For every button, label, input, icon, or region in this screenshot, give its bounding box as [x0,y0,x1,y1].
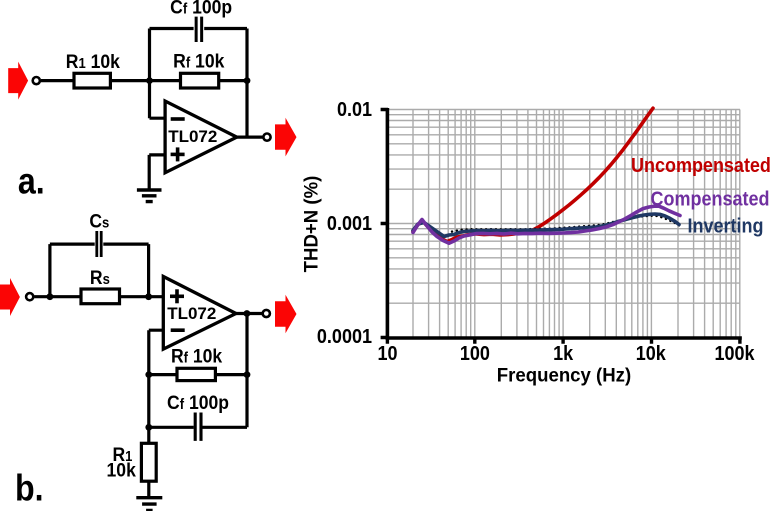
svg-text:TL072: TL072 [167,304,216,323]
svg-text:R1: R1 [113,443,133,465]
svg-text:0.0001: 0.0001 [317,326,372,348]
svg-text:Cs: Cs [89,210,109,232]
svg-text:R1 10k: R1 10k [66,50,121,72]
svg-text:1k: 1k [553,343,573,365]
svg-text:Frequency (Hz): Frequency (Hz) [497,364,631,385]
svg-text:10: 10 [378,343,398,365]
svg-text:THD+N (%): THD+N (%) [300,176,321,273]
svg-text:Uncompensated: Uncompensated [631,155,770,177]
svg-text:Compensated: Compensated [651,189,770,211]
svg-text:0.01: 0.01 [337,99,372,121]
svg-text:100k: 100k [714,343,754,365]
svg-text:b.: b. [15,468,44,509]
svg-text:a.: a. [18,161,45,202]
svg-text:Rf 10k: Rf 10k [171,344,223,366]
svg-text:100: 100 [460,343,490,365]
svg-text:Cf 100p: Cf 100p [170,0,232,18]
svg-text:TL072: TL072 [168,127,217,146]
svg-text:Inverting: Inverting [688,216,764,238]
svg-text:10k: 10k [107,459,137,481]
svg-text:Rs: Rs [90,266,110,288]
svg-text:Rf 10k: Rf 10k [173,50,225,72]
svg-text:0.001: 0.001 [327,213,372,235]
svg-text:Cf 100p: Cf 100p [167,391,229,413]
svg-text:10k: 10k [636,343,666,365]
